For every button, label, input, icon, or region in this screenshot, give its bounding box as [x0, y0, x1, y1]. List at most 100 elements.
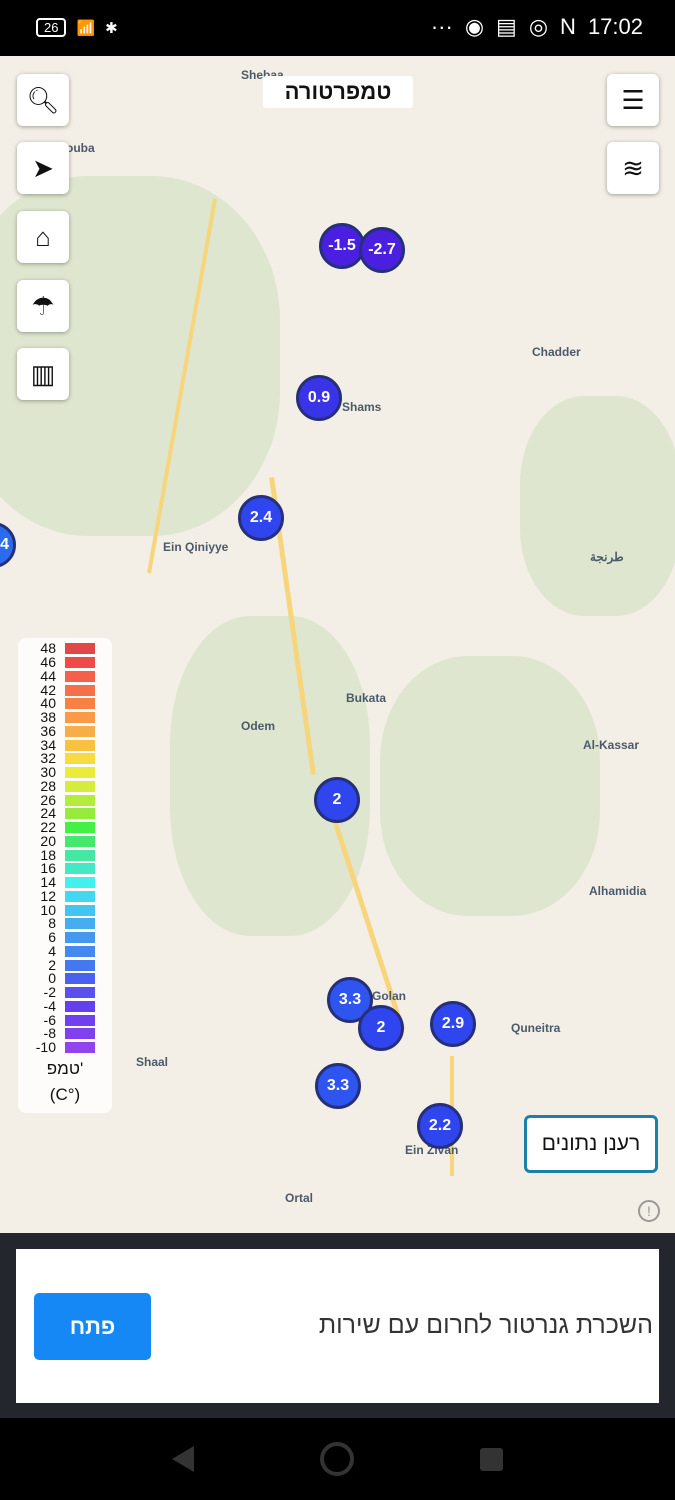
home-icon: ⌂ — [35, 221, 51, 252]
legend-value: 28 — [40, 777, 56, 794]
legend-row: 44 — [24, 667, 106, 684]
bar-chart-icon: ▥ — [30, 358, 56, 389]
legend-value: 32 — [40, 750, 56, 767]
layers-icon: ≋ — [622, 152, 644, 183]
legend-value: 38 — [40, 709, 56, 726]
place-label: Alhamidia — [589, 884, 647, 898]
legend-value: 0 — [48, 970, 56, 987]
legend-swatch — [65, 959, 95, 971]
legend-value: -2 — [43, 984, 56, 1001]
legend-swatch — [65, 767, 95, 779]
bluetooth-icon: ✱ — [105, 19, 118, 37]
legend-value: 20 — [40, 832, 56, 849]
locate-button[interactable]: ➤ — [17, 142, 69, 194]
legend-swatch — [65, 794, 95, 806]
legend-value: 16 — [40, 860, 56, 877]
legend-value: -6 — [43, 1011, 56, 1028]
place-label: Ortal — [285, 1191, 314, 1205]
map[interactable]: Shebaa ouba Chadder Shams Ein Qiniyye طر… — [0, 56, 675, 1233]
temperature-marker[interactable]: 2.2 — [417, 1103, 463, 1149]
place-label: Shams — [342, 400, 382, 414]
temperature-marker[interactable]: 2.9 — [430, 1001, 476, 1047]
legend-swatch — [65, 670, 95, 682]
legend-value: 36 — [40, 722, 56, 739]
place-label: Shaal — [136, 1055, 169, 1069]
temperature-marker[interactable]: 4 — [0, 522, 16, 568]
temperature-marker[interactable]: 3.3 — [315, 1063, 361, 1109]
refresh-data-button[interactable]: רענן נתונים — [524, 1115, 658, 1173]
temperature-legend: 48 46 44 42 40 38 36 34 32 30 28 26 24 22 20 18 16 14 12 10… — [18, 638, 112, 1113]
clock: 17:02 — [587, 14, 643, 39]
legend-row: 10 — [24, 903, 106, 917]
legend-swatch — [65, 684, 95, 696]
layers-button[interactable]: ≋ — [607, 142, 659, 194]
layer-title: טמפרטורה — [263, 76, 413, 108]
nfc-icon: N — [560, 14, 576, 39]
home-button[interactable]: ⌂ — [17, 211, 69, 263]
place-label: Odem — [241, 719, 276, 733]
legend-swatch — [65, 904, 95, 916]
legend-swatch — [65, 945, 95, 957]
legend-row: 22 — [24, 819, 106, 836]
legend-row: 32 — [24, 750, 106, 767]
ad-box[interactable]: השכרת גנרטור לחרום עם שירות פתח — [16, 1249, 659, 1403]
legend-row: 38 — [24, 709, 106, 726]
legend-swatch — [65, 849, 95, 861]
legend-swatch — [65, 1014, 95, 1026]
temperature-marker[interactable]: 2 — [358, 1005, 404, 1051]
legend-row: 28 — [24, 777, 106, 794]
place-label: Bukata — [346, 691, 387, 705]
legend-row: -8 — [24, 1026, 106, 1041]
ad-banner: השכרת גנרטור לחרום עם שירות פתח — [0, 1233, 675, 1418]
place-label: Chadder — [532, 345, 581, 359]
legend-value: 46 — [40, 654, 56, 671]
system-nav-bar — [0, 1418, 675, 1500]
place-label: طرنجة — [590, 550, 624, 564]
temperature-marker[interactable]: 2.4 — [238, 495, 284, 541]
legend-value: 8 — [48, 915, 56, 932]
legend-swatch — [65, 863, 95, 875]
legend-row: 0 — [24, 970, 106, 987]
legend-swatch — [65, 877, 95, 889]
temperature-marker[interactable]: 2 — [314, 777, 360, 823]
legend-value: 10 — [40, 901, 56, 918]
legend-row: 14 — [24, 875, 106, 890]
back-icon[interactable] — [172, 1446, 194, 1472]
info-icon[interactable]: ! — [638, 1200, 660, 1222]
legend-row: 12 — [24, 889, 106, 904]
recents-icon[interactable] — [480, 1448, 503, 1471]
rain-button[interactable]: ☂ — [17, 280, 69, 332]
legend-swatch — [65, 643, 95, 655]
legend-value: 22 — [40, 819, 56, 836]
legend-row: 8 — [24, 915, 106, 932]
legend-swatch — [65, 712, 95, 724]
legend-row: 24 — [24, 805, 106, 822]
legend-row: 30 — [24, 765, 106, 780]
legend-value: 18 — [40, 846, 56, 863]
search-button[interactable]: 🔍︎ — [17, 74, 69, 126]
home-nav-icon[interactable] — [320, 1442, 354, 1476]
ad-open-button[interactable]: פתח — [34, 1293, 151, 1360]
place-label: Al-Kassar — [583, 738, 640, 752]
temperature-marker[interactable]: 0.9 — [296, 375, 342, 421]
temperature-marker[interactable]: -1.5 — [319, 223, 365, 269]
legend-row: 20 — [24, 832, 106, 849]
place-label: Quneitra — [511, 1021, 561, 1035]
legend-value: 44 — [40, 667, 56, 684]
legend-swatch — [65, 725, 95, 737]
legend-row: 26 — [24, 793, 106, 807]
menu-button[interactable]: ☰ — [607, 74, 659, 126]
place-label: ouba — [66, 141, 95, 155]
legend-swatch — [65, 918, 95, 930]
chrome-icon: ◉ — [464, 14, 485, 39]
temperature-marker[interactable]: -2.7 — [359, 227, 405, 273]
legend-row: -6 — [24, 1013, 106, 1027]
legend-unit: (C°) — [49, 1084, 81, 1104]
chart-button[interactable]: ▥ — [17, 348, 69, 400]
legend-value: 24 — [40, 805, 56, 822]
legend-row: 46 — [24, 654, 106, 671]
legend-value: 42 — [40, 681, 56, 698]
search-icon: 🔍︎ — [26, 84, 60, 115]
legend-row: -4 — [24, 999, 106, 1014]
legend-swatch — [65, 987, 95, 999]
